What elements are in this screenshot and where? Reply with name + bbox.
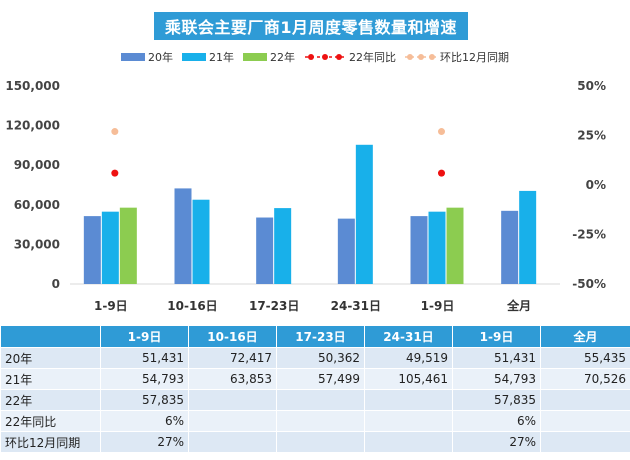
legend-label-20: 20年 bbox=[148, 50, 173, 64]
table-cell: 50,362 bbox=[276, 347, 365, 369]
table-cell: 6% bbox=[452, 410, 541, 432]
chart-title: 乘联会主要厂商1月周度零售数量和增速 bbox=[154, 12, 468, 40]
y2-tick-label: -25% bbox=[572, 228, 606, 242]
table-cell: 57,835 bbox=[452, 389, 541, 411]
table-header-row: 1-9日 10-16日 17-23日 24-31日 1-9日 全月 bbox=[0, 325, 630, 348]
point-22年同比 bbox=[438, 169, 445, 177]
legend-swatch-22 bbox=[243, 53, 267, 61]
legend-swatch-21 bbox=[182, 53, 206, 61]
table-cell: 63,853 bbox=[188, 368, 277, 390]
row-label: 22年同比 bbox=[0, 410, 101, 432]
point-环比12月同期 bbox=[111, 128, 119, 136]
x-tick-label: 1-9日 bbox=[421, 299, 455, 313]
y-tick-label: 120,000 bbox=[5, 119, 60, 133]
table-header-cell: 1-9日 bbox=[452, 325, 541, 348]
table-cell bbox=[540, 431, 630, 453]
x-tick-label: 24-31日 bbox=[331, 299, 381, 313]
table-cell bbox=[364, 431, 453, 453]
bar-21年 bbox=[428, 211, 446, 284]
table-header-cell: 24-31日 bbox=[364, 325, 453, 348]
bar-21年 bbox=[519, 190, 537, 284]
x-tick-label: 17-23日 bbox=[249, 299, 299, 313]
bar-20年 bbox=[174, 188, 192, 284]
legend-label-21: 21年 bbox=[209, 50, 234, 64]
y2-tick-label: 25% bbox=[577, 129, 606, 143]
legend-label-yoy: 22年同比 bbox=[349, 50, 396, 64]
table-cell bbox=[276, 431, 365, 453]
x-tick-label: 10-16日 bbox=[167, 299, 217, 313]
table-cell bbox=[276, 389, 365, 411]
legend: 20年 21年 22年 22年同比 环比12月同期 bbox=[121, 50, 509, 64]
y-tick-label: 150,000 bbox=[5, 79, 60, 93]
y2-tick-label: -50% bbox=[572, 277, 606, 291]
row-label: 环比12月同期 bbox=[0, 431, 101, 453]
bar-20年 bbox=[501, 210, 519, 284]
table-cell bbox=[364, 389, 453, 411]
x-tick-label: 全月 bbox=[506, 298, 531, 313]
table-cell bbox=[364, 410, 453, 432]
bar-20年 bbox=[256, 217, 274, 284]
x-tick-label: 1-9日 bbox=[94, 299, 128, 313]
table-cell: 54,793 bbox=[100, 368, 189, 390]
table-header-cell: 1-9日 bbox=[100, 325, 189, 348]
table-row: 22年同比 6% 6% bbox=[0, 410, 630, 432]
table-cell: 55,435 bbox=[540, 347, 630, 369]
table-cell bbox=[540, 410, 630, 432]
table-cell: 54,793 bbox=[452, 368, 541, 390]
bar-20年 bbox=[83, 216, 101, 284]
point-环比12月同期 bbox=[438, 128, 445, 136]
table-cell: 57,499 bbox=[276, 368, 365, 390]
legend-marker-yoy bbox=[305, 54, 345, 60]
bar-21年 bbox=[101, 211, 119, 284]
bar-20年 bbox=[337, 218, 355, 284]
table-header-cell: 17-23日 bbox=[276, 325, 365, 348]
y-tick-label: 0 bbox=[52, 277, 60, 291]
table-row: 22年 57,835 57,835 bbox=[0, 389, 630, 411]
y-tick-label: 30,000 bbox=[14, 237, 60, 251]
table-cell bbox=[188, 410, 277, 432]
bar-22年 bbox=[446, 207, 464, 284]
bar-22年 bbox=[119, 207, 137, 284]
y2-tick-label: 0% bbox=[586, 178, 606, 192]
table-cell bbox=[276, 410, 365, 432]
table-cell: 105,461 bbox=[364, 368, 453, 390]
table-header-cell: 10-16日 bbox=[188, 325, 277, 348]
row-label: 21年 bbox=[0, 368, 101, 390]
table-header-corner bbox=[0, 325, 101, 348]
table-cell bbox=[188, 389, 277, 411]
point-22年同比 bbox=[111, 169, 119, 177]
plot-area: 0 30,000 60,000 90,000 120,000 150,000 -50% -25… bbox=[5, 79, 606, 313]
table-row: 20年 51,431 72,417 50,362 49,519 51,431 5… bbox=[0, 347, 630, 369]
data-table: 1-9日 10-16日 17-23日 24-31日 1-9日 全月 20年 51… bbox=[0, 325, 630, 453]
table-cell: 49,519 bbox=[364, 347, 453, 369]
bar-21年 bbox=[355, 144, 373, 284]
row-label: 22年 bbox=[0, 389, 101, 411]
table-cell: 27% bbox=[452, 431, 541, 453]
table-cell: 6% bbox=[100, 410, 189, 432]
table-cell: 70,526 bbox=[540, 368, 630, 390]
y-tick-label: 90,000 bbox=[14, 158, 60, 172]
table-row: 21年 54,793 63,853 57,499 105,461 54,793 … bbox=[0, 368, 630, 390]
y-tick-label: 60,000 bbox=[14, 198, 60, 212]
legend-marker-mom bbox=[405, 54, 436, 60]
bar-21年 bbox=[192, 199, 210, 284]
table-cell bbox=[188, 431, 277, 453]
legend-swatch-20 bbox=[121, 53, 145, 61]
table-cell: 72,417 bbox=[188, 347, 277, 369]
bar-20年 bbox=[410, 216, 428, 284]
chart: 20年 21年 22年 22年同比 环比12月同期 0 30,000 60,000 9… bbox=[5, 50, 606, 313]
row-label: 20年 bbox=[0, 347, 101, 369]
y2-tick-label: 50% bbox=[577, 79, 606, 93]
legend-label-mom: 环比12月同期 bbox=[440, 51, 509, 64]
table-cell: 51,431 bbox=[100, 347, 189, 369]
table-cell: 27% bbox=[100, 431, 189, 453]
table-cell bbox=[540, 389, 630, 411]
bar-21年 bbox=[274, 208, 292, 284]
table-cell: 57,835 bbox=[100, 389, 189, 411]
legend-label-22: 22年 bbox=[270, 50, 295, 64]
table-row: 环比12月同期 27% 27% bbox=[0, 431, 630, 453]
table-header-cell: 全月 bbox=[540, 325, 630, 348]
table-cell: 51,431 bbox=[452, 347, 541, 369]
